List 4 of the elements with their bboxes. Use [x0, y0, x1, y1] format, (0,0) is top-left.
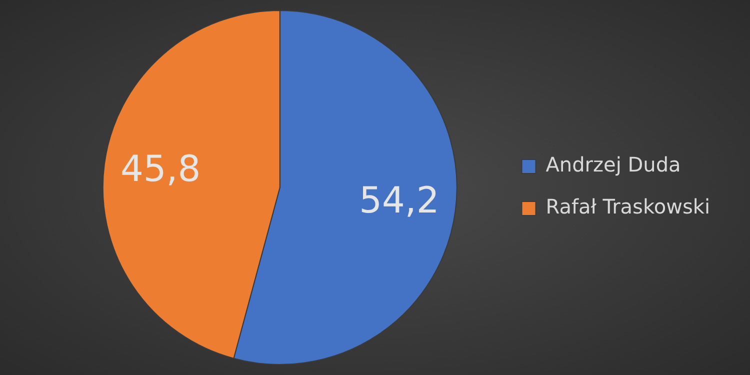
data-label: 54,2	[359, 180, 440, 222]
legend-label: Rafał Traskowski	[546, 194, 710, 219]
legend-label: Andrzej Duda	[546, 152, 681, 177]
data-label: 45,8	[120, 149, 201, 190]
